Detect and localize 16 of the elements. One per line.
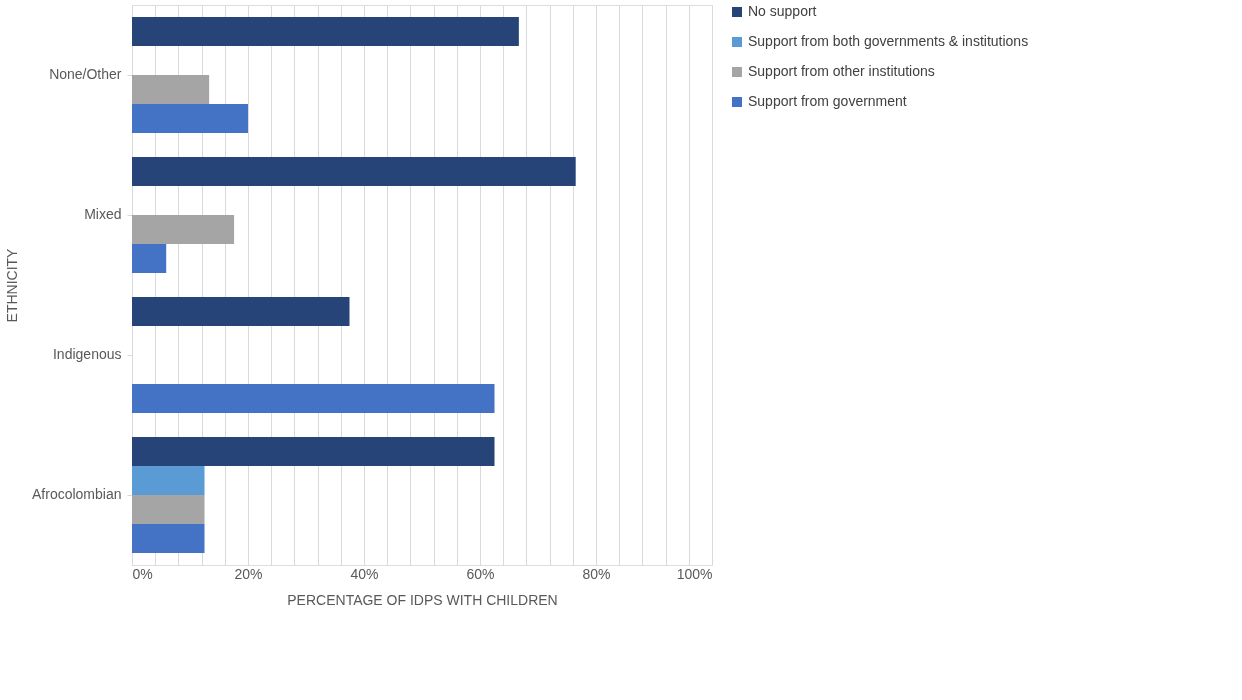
legend-label: Support from both governments & institutions — [748, 33, 1029, 49]
legend-label: No support — [748, 3, 817, 19]
y-tick-label: Indigenous — [52, 346, 122, 362]
x-tick-label: 100% — [676, 565, 713, 582]
x-tick-label: 40% — [350, 565, 379, 582]
legend-label: Support from government — [748, 93, 907, 109]
legend-label: Support from other institutions — [748, 63, 935, 79]
x-axis-title: PERCENTAGE OF IDPS WITH CHILDREN — [287, 591, 558, 608]
x-tick-label: 20% — [234, 565, 263, 582]
y-tick-label: Mixed — [84, 206, 122, 222]
x-tick-label: 80% — [582, 565, 611, 582]
y-tick-label: Afrocolombian — [32, 486, 122, 502]
x-tick-label: 60% — [466, 565, 495, 582]
y-axis-title: ETHNICITY — [4, 247, 21, 323]
x-tick-label: 0% — [132, 565, 153, 582]
y-tick-label: None/Other — [49, 66, 122, 82]
